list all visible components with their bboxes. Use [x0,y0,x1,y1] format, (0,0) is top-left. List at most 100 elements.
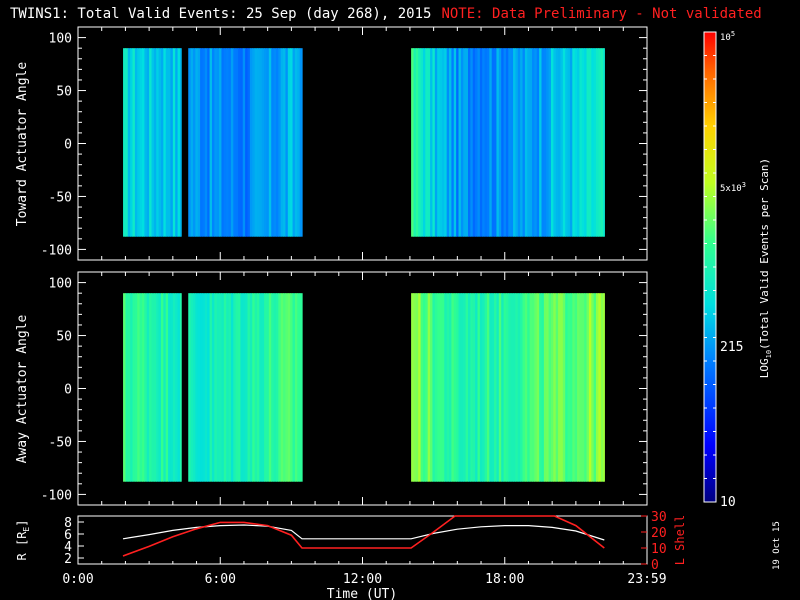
heatmap-column [596,293,599,482]
heatmap-column [425,293,429,482]
heatmap-column [449,293,453,482]
heatmap-column [470,293,474,482]
heatmap-column [192,293,196,482]
heatmap-column [427,48,431,237]
heatmap-column [211,48,215,237]
heatmap-column [484,48,488,237]
heatmap-column [292,293,296,482]
heatmap-column [261,293,265,482]
x-axis: 0:00 6:00 12:00 18:00 23:59 [62,557,667,587]
heatmap-column [569,293,573,482]
orbit-left-tick-label: 2 [64,552,72,567]
heatmap-column [486,293,490,482]
heatmap-column [494,293,498,482]
heatmap-column [437,293,441,482]
heatmap-column [598,293,602,482]
heatmap-column [539,293,543,482]
heatmap-column [565,293,569,482]
heatmap-column [444,293,448,482]
heatmap-column [446,293,450,482]
heatmap-column [503,293,507,482]
chart-title: TWINS1: Total Valid Events: 25 Sep (day … [10,6,762,22]
heatmap-column [574,48,578,237]
heatmap-column [172,48,176,237]
heatmap-column [151,48,155,237]
heatmap-column [432,293,436,482]
heatmap-column [472,293,476,482]
heatmap-column [434,48,438,237]
heatmap-column [130,48,134,237]
heatmap-column [204,293,208,482]
heatmap-column [273,48,277,237]
heatmap-column [508,48,512,237]
heatmap-column [446,48,450,237]
heatmap-column [264,48,268,237]
heatmap-column [593,293,597,482]
x-axis-label: Time (UT) [327,587,397,600]
heatmap-column [522,293,526,482]
heatmap-column [275,48,279,237]
heatmap-column [465,293,469,482]
heatmap-column [520,293,524,482]
colorbar-tick-215: 215 [720,340,743,355]
heatmap-column [153,293,157,482]
heatmap-column [539,48,543,237]
title-note: NOTE: Data Preliminary - Not validated [441,6,762,22]
y-tick-label: 50 [56,85,72,100]
heatmap-column [489,293,493,482]
colorbar-tick-10: 10 [720,495,736,510]
y-tick-label: 50 [56,330,72,345]
heatmap-column [242,293,246,482]
heatmap-column [245,48,249,237]
heatmap-column [259,293,263,482]
heatmap-column [142,293,145,482]
heatmap-column [482,48,486,237]
heatmap-column [278,293,282,482]
heatmap-column [598,48,602,237]
heatmap-column [294,293,298,482]
top-x-ticks [77,27,648,260]
heatmap-column [517,48,521,237]
heatmap-column [285,293,289,482]
heatmap-column [160,48,164,237]
heatmap-column [170,293,174,482]
heatmap-column [510,293,514,482]
heatmap-column [139,48,143,237]
colorbar: 105 5x103 215 10 LOG10(Total Valid Event… [703,30,773,510]
heatmap-column [125,48,129,237]
heatmap-column [553,293,557,482]
heatmap-column [496,293,500,482]
heatmap-column [555,48,559,237]
heatmap-column [230,293,234,482]
heatmap-column [515,293,519,482]
heatmap-column [297,48,301,237]
heatmap-column [247,48,251,237]
heatmap-column [558,48,562,237]
y-tick-label: 100 [49,32,72,47]
heatmap-column [299,293,303,482]
heatmap-column [153,48,157,237]
heatmap-column [158,293,162,482]
heatmap-column [411,48,415,237]
heatmap-column [422,48,426,237]
heatmap-column [593,48,597,237]
heatmap-column [586,293,590,482]
heatmap-column [134,293,138,482]
heatmap-column [197,293,201,482]
heatmap-column [418,48,422,237]
heatmap-column [221,48,225,237]
heatmap-column [586,48,590,237]
heatmap-column [432,48,436,237]
heatmap-column [156,48,160,237]
heatmap-column [505,48,509,237]
heatmap-column [413,293,417,482]
heatmap-column [179,293,182,482]
heatmap-column [280,48,284,237]
heatmap-column [532,293,535,482]
heatmap-column [560,48,564,237]
heatmap-column [508,293,512,482]
heatmap-column [449,48,453,237]
heatmap-column [214,293,218,482]
